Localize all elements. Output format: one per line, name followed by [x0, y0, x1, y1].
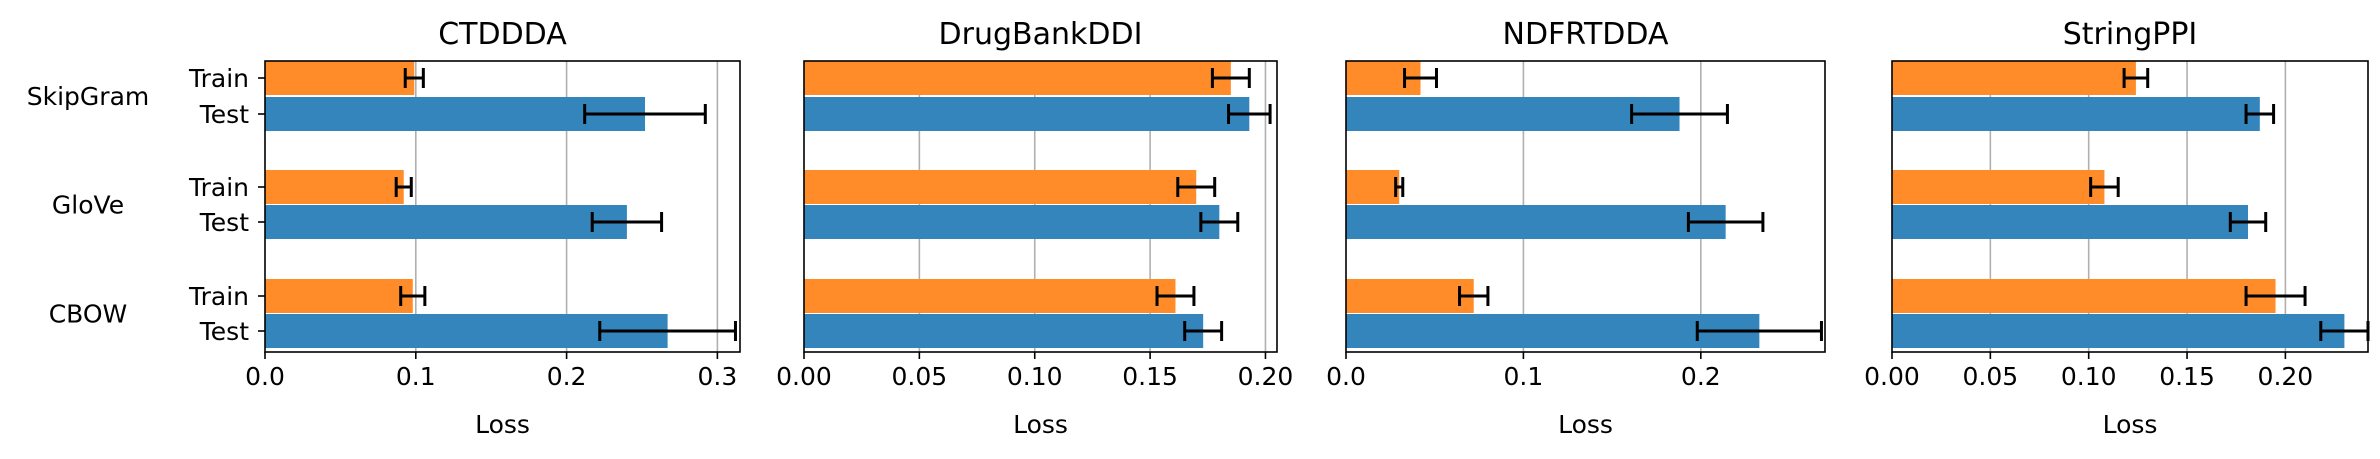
x-tick-label: 0.1 [396, 362, 436, 391]
y-tick-label: Train [188, 64, 249, 93]
group-label: SkipGram [27, 82, 150, 111]
bar-cbow-test [1892, 314, 2345, 348]
x-tick-label: 0.10 [2061, 362, 2117, 391]
y-tick-label: Test [199, 208, 249, 237]
bar-skipgram-test [265, 97, 645, 131]
bar-skipgram-train [804, 61, 1231, 95]
x-tick-label: 0.05 [1963, 362, 2019, 391]
x-tick-label: 0.05 [892, 362, 948, 391]
bar-glove-train [265, 170, 404, 204]
bar-glove-test [804, 205, 1220, 239]
bar-skipgram-test [1892, 97, 2260, 131]
x-tick-label: 0.3 [697, 362, 737, 391]
axes-frame [803, 60, 1278, 353]
x-tick-label: 0.00 [1864, 362, 1920, 391]
bar-glove-test [1346, 205, 1726, 239]
x-axis-label: Loss [2103, 410, 2158, 439]
group-label: CBOW [49, 300, 128, 329]
panel-title: NDFRTDDA [1503, 17, 1669, 52]
bar-cbow-train [1346, 279, 1474, 313]
x-tick-label: 0.0 [1326, 362, 1366, 391]
bar-skipgram-train [1892, 61, 2136, 95]
panel-title: DrugBankDDI [939, 17, 1143, 52]
bar-glove-test [1892, 205, 2249, 239]
y-tick-label: Train [188, 282, 249, 311]
x-tick-label: 0.10 [1007, 362, 1063, 391]
bar-skipgram-test [804, 97, 1250, 131]
y-tick-label: Test [199, 100, 249, 129]
x-tick-label: 0.15 [1122, 362, 1178, 391]
axes-frame [1891, 60, 2369, 353]
bar-cbow-test [1346, 314, 1760, 348]
x-axis-label: Loss [1013, 410, 1068, 439]
x-tick-label: 0.20 [2258, 362, 2314, 391]
bar-glove-train [1346, 170, 1400, 204]
axes-frame [1345, 60, 1826, 353]
x-tick-label: 0.2 [547, 362, 587, 391]
bar-glove-train [804, 170, 1197, 204]
x-tick-label: 0.00 [776, 362, 832, 391]
panel-title: CTDDDA [438, 17, 567, 52]
x-axis-label: Loss [1558, 410, 1613, 439]
panel-title: StringPPI [2063, 17, 2198, 52]
x-tick-label: 0.2 [1681, 362, 1721, 391]
x-axis-label: Loss [475, 410, 530, 439]
bar-glove-test [265, 205, 627, 239]
bar-cbow-train [804, 279, 1176, 313]
x-tick-label: 0.0 [245, 362, 285, 391]
bar-cbow-train [1892, 279, 2276, 313]
bar-skipgram-test [1346, 97, 1680, 131]
bar-skipgram-train [265, 61, 415, 95]
bar-cbow-train [265, 279, 413, 313]
bar-cbow-test [804, 314, 1204, 348]
axes-frame [264, 60, 741, 353]
group-label: GloVe [52, 191, 124, 220]
y-tick-label: Test [199, 317, 249, 346]
x-tick-label: 0.1 [1504, 362, 1544, 391]
x-tick-label: 0.20 [1238, 362, 1294, 391]
bar-glove-train [1892, 170, 2105, 204]
y-tick-label: Train [188, 173, 249, 202]
x-tick-label: 0.15 [2159, 362, 2215, 391]
